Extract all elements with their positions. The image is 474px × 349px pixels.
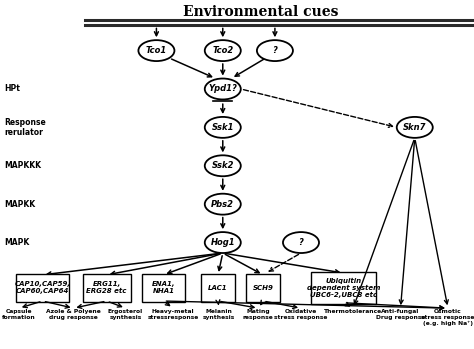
Text: Melanin
synthesis: Melanin synthesis (203, 309, 235, 320)
Ellipse shape (397, 117, 433, 138)
Text: ENA1,
NHA1: ENA1, NHA1 (152, 281, 175, 295)
Text: ERG11,
ERG28 etc: ERG11, ERG28 etc (86, 281, 127, 295)
Ellipse shape (205, 40, 241, 61)
Text: Ypd1?: Ypd1? (209, 84, 237, 94)
Text: Ubiquitin
dependent system
UBC6-2,UBC8 etc: Ubiquitin dependent system UBC6-2,UBC8 e… (307, 278, 380, 298)
Ellipse shape (138, 40, 174, 61)
Text: Oxidative
stress response: Oxidative stress response (274, 309, 328, 320)
Text: Ergosterol
synthesis: Ergosterol synthesis (108, 309, 143, 320)
Text: SCH9: SCH9 (253, 285, 273, 291)
Text: ?: ? (273, 46, 277, 55)
Ellipse shape (257, 40, 293, 61)
Ellipse shape (205, 79, 241, 99)
Text: HPt: HPt (5, 84, 20, 94)
FancyBboxPatch shape (16, 274, 69, 302)
Text: LAC1: LAC1 (208, 285, 228, 291)
Text: Pbs2: Pbs2 (211, 200, 234, 209)
Ellipse shape (283, 232, 319, 253)
Text: MAPKKK: MAPKKK (5, 161, 42, 170)
Text: Capsule
formation: Capsule formation (2, 309, 36, 320)
Text: Tco2: Tco2 (212, 46, 233, 55)
FancyBboxPatch shape (311, 272, 376, 304)
Text: Environmental cues: Environmental cues (183, 5, 338, 19)
Text: MAPK: MAPK (5, 238, 30, 247)
Text: Anti-fungal
Drug response: Anti-fungal Drug response (376, 309, 425, 320)
Text: Thermotolerance: Thermotolerance (324, 309, 382, 314)
Text: Ssk1: Ssk1 (211, 123, 234, 132)
Text: Hog1: Hog1 (210, 238, 235, 247)
Ellipse shape (205, 194, 241, 215)
Text: CAP10,CAP59,
CAP60,CAP64: CAP10,CAP59, CAP60,CAP64 (15, 281, 71, 295)
FancyBboxPatch shape (201, 274, 235, 302)
FancyBboxPatch shape (246, 274, 280, 302)
Text: MAPKK: MAPKK (5, 200, 36, 209)
Text: Response
rerulator: Response rerulator (5, 118, 46, 137)
Text: Tco1: Tco1 (146, 46, 167, 55)
Text: Ssk2: Ssk2 (211, 161, 234, 170)
Text: Mating
response: Mating response (243, 309, 273, 320)
FancyBboxPatch shape (82, 274, 130, 302)
Text: Heavy-metal
stressresponse: Heavy-metal stressresponse (147, 309, 199, 320)
Text: ?: ? (299, 238, 303, 247)
Text: Osmotic
stress response
(e.g. high Na⁺): Osmotic stress response (e.g. high Na⁺) (421, 309, 474, 326)
Text: Skn7: Skn7 (403, 123, 427, 132)
Ellipse shape (205, 117, 241, 138)
Text: Azole & Polyene
drug response: Azole & Polyene drug response (46, 309, 101, 320)
FancyBboxPatch shape (142, 274, 185, 302)
Ellipse shape (205, 232, 241, 253)
Ellipse shape (205, 155, 241, 176)
